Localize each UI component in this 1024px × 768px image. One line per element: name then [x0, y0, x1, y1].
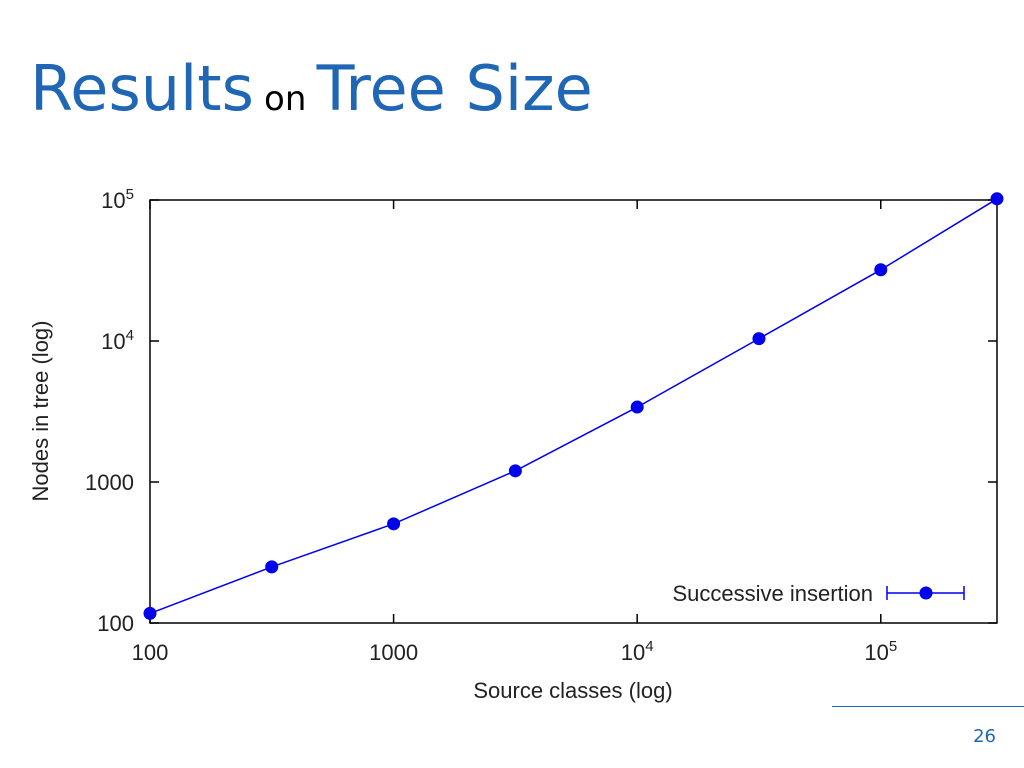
tree-size-chart: 100 1000 104 105 100 1000 104 105 Source class… [28, 186, 1004, 703]
title-tree-size: Tree Size [316, 52, 593, 125]
data-point-4 [630, 400, 644, 414]
x-tick-label-1: 1000 [369, 640, 418, 665]
plot-frame [149, 199, 998, 624]
y-axis-ticks: 100 1000 104 105 [85, 186, 997, 636]
y-tick-label-0: 100 [97, 611, 134, 636]
y-tick-label-1: 1000 [85, 470, 134, 495]
data-point-6 [874, 263, 888, 277]
footer-divider [832, 706, 1024, 707]
page-number: 26 [973, 726, 996, 747]
legend: Successive insertion [672, 581, 965, 606]
series-line [149, 198, 998, 615]
title-results: Results [30, 52, 254, 125]
data-point-1 [265, 560, 279, 574]
y-axis-label: Nodes in tree (log) [28, 321, 53, 502]
legend-label: Successive insertion [672, 581, 873, 606]
y-tick-label-3: 105 [101, 186, 134, 213]
x-tick-label-0: 100 [132, 640, 169, 665]
title-on: on [264, 79, 307, 119]
data-point-2 [387, 517, 401, 531]
data-point-0 [143, 606, 157, 620]
data-point-7 [990, 192, 1004, 206]
slide-title: Results on Tree Size [30, 58, 593, 120]
legend-marker [919, 586, 933, 600]
series-points [143, 192, 1004, 620]
x-tick-label-2: 104 [621, 638, 654, 665]
x-tick-label-3: 105 [864, 638, 897, 665]
data-point-3 [508, 464, 522, 478]
y-tick-label-2: 104 [101, 327, 134, 354]
x-axis-label: Source classes (log) [473, 678, 672, 703]
x-axis-ticks: 100 1000 104 105 [132, 200, 897, 665]
data-point-5 [752, 332, 766, 346]
